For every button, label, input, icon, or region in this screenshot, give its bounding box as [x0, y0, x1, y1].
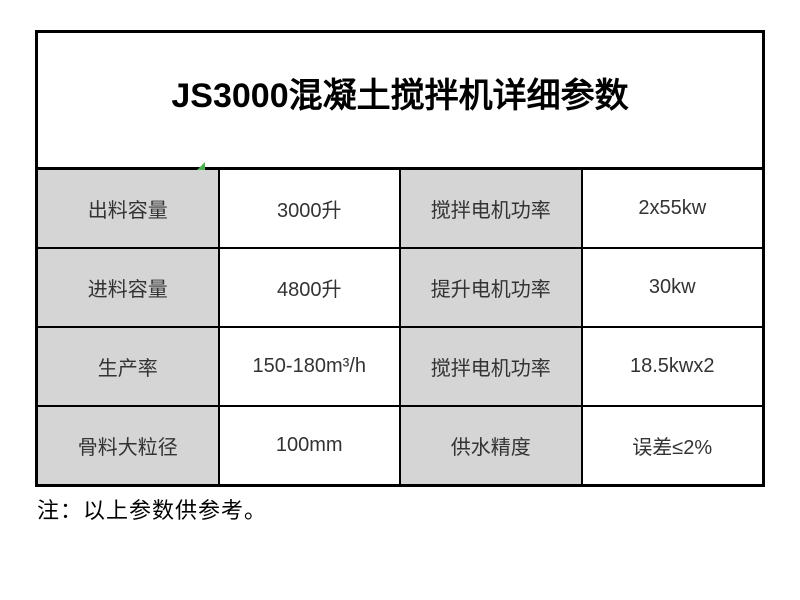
param-label: 提升电机功率 [401, 249, 583, 326]
table-row: 骨料大粒径 100mm 供水精度 误差≤2% [38, 407, 762, 484]
param-label: 搅拌电机功率 [401, 328, 583, 405]
spec-table-container: JS3000混凝土搅拌机详细参数 出料容量 3000升 搅拌电机功率 2x55k… [35, 30, 765, 487]
title-text: JS3000混凝土搅拌机详细参数 [171, 77, 628, 115]
green-corner-mark [197, 162, 205, 170]
param-value: 18.5kwx2 [583, 328, 763, 405]
table-row: 进料容量 4800升 提升电机功率 30kw [38, 249, 762, 328]
param-value: 30kw [583, 249, 763, 326]
table-title: JS3000混凝土搅拌机详细参数 [38, 33, 762, 170]
param-value: 2x55kw [583, 170, 763, 247]
param-value: 150-180m³/h [220, 328, 402, 405]
param-label: 搅拌电机功率 [401, 170, 583, 247]
param-value: 100mm [220, 407, 402, 484]
param-value: 3000升 [220, 170, 402, 247]
param-value: 4800升 [220, 249, 402, 326]
table-row: 生产率 150-180m³/h 搅拌电机功率 18.5kwx2 [38, 328, 762, 407]
table-row: 出料容量 3000升 搅拌电机功率 2x55kw [38, 170, 762, 249]
param-label: 生产率 [38, 328, 220, 405]
param-label: 出料容量 [38, 170, 220, 247]
footer-note: 注：以上参数供参考。 [35, 487, 765, 525]
param-label: 进料容量 [38, 249, 220, 326]
param-label: 骨料大粒径 [38, 407, 220, 484]
param-label: 供水精度 [401, 407, 583, 484]
param-value: 误差≤2% [583, 407, 763, 484]
